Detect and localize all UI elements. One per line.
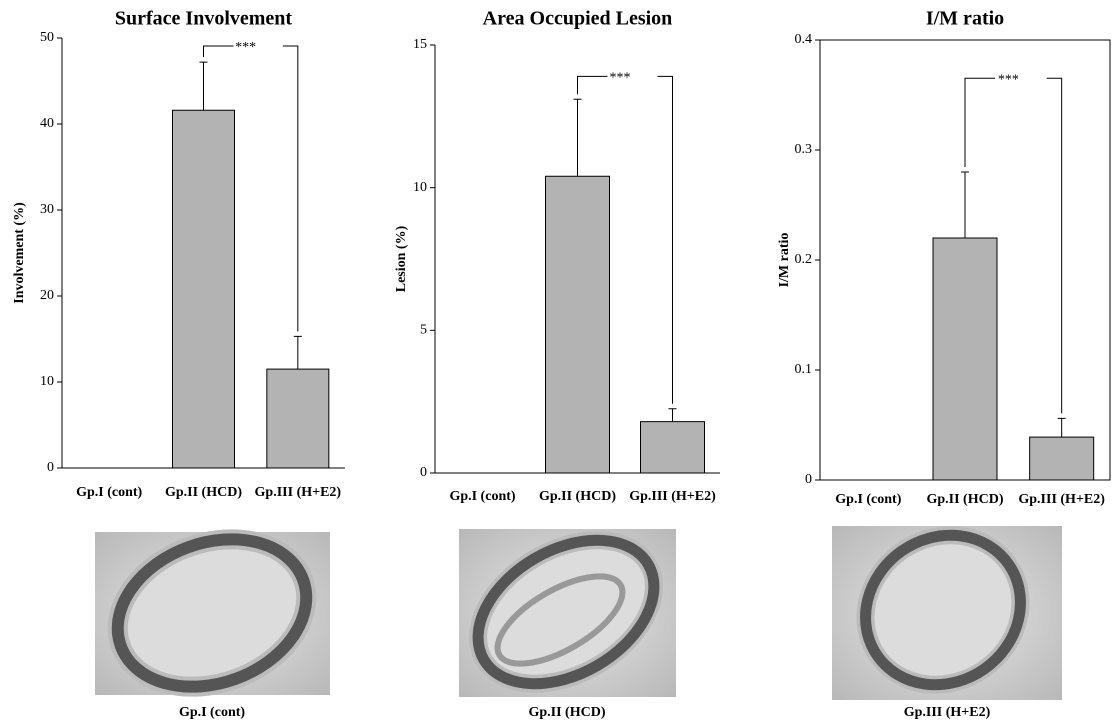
micrograph (832, 526, 1062, 700)
y-tick-label: 0.3 (795, 142, 813, 157)
significance-label: *** (610, 71, 631, 86)
plot-frame (819, 39, 1111, 481)
bar (545, 175, 610, 474)
micrograph-caption: Gp.II (HCD) (528, 705, 605, 720)
chart-title: I/M ratio (926, 8, 1004, 30)
y-axis-label: Lesion (%) (394, 225, 409, 292)
significance-bracket (964, 77, 1063, 414)
chart-title: Surface Involvement (115, 8, 293, 30)
micrograph (459, 529, 676, 697)
y-tick-label: 0 (805, 472, 812, 487)
y-tick-label: 0.4 (795, 32, 813, 47)
error-bar (1057, 417, 1066, 438)
y-tick-label: 0 (420, 465, 427, 480)
bar (1029, 436, 1095, 481)
bar (172, 109, 235, 469)
x-tick-label: Gp.I (cont) (449, 489, 515, 504)
micrograph (95, 529, 330, 697)
chart-title: Area Occupied Lesion (483, 8, 673, 30)
y-tick-label: 20 (40, 288, 54, 303)
y-tick-label: 10 (40, 374, 54, 389)
y-tick-label: 0.2 (795, 252, 813, 267)
x-tick-label: Gp.I (cont) (835, 492, 901, 507)
significance-label: *** (235, 40, 256, 55)
y-axis-label: I/M ratio (777, 233, 792, 288)
y-tick-label: 40 (40, 116, 54, 131)
y-tick-label: 15 (413, 37, 427, 52)
y-tick-label: 5 (420, 323, 427, 338)
y-tick-label: 30 (40, 202, 54, 217)
x-tick-label: Gp.II (HCD) (539, 489, 616, 504)
error-bar (961, 171, 969, 238)
y-tick-label: 50 (40, 30, 54, 45)
x-tick-label: Gp.III (H+E2) (255, 485, 342, 500)
error-bar (199, 61, 208, 111)
bar (266, 368, 330, 469)
significance-label: *** (998, 72, 1019, 87)
bar (932, 237, 998, 481)
x-tick-label: Gp.III (H+E2) (629, 489, 716, 504)
y-tick-label: 10 (413, 180, 427, 195)
significance-bracket (203, 45, 299, 332)
x-tick-label: Gp.III (H+E2) (1018, 492, 1105, 507)
y-tick-label: 0.1 (795, 362, 813, 377)
x-tick-label: Gp.II (HCD) (926, 492, 1003, 507)
y-axis-label: Involvement (%) (12, 202, 27, 304)
error-bar (293, 335, 302, 370)
micrograph-caption: Gp.I (cont) (179, 705, 245, 720)
error-bar (668, 408, 677, 422)
micrograph-caption: Gp.III (H+E2) (904, 705, 991, 720)
error-bar (573, 98, 582, 177)
bar (640, 421, 705, 474)
significance-bracket (577, 75, 673, 404)
y-tick-label: 0 (47, 460, 54, 475)
x-tick-label: Gp.I (cont) (76, 485, 142, 500)
x-tick-label: Gp.II (HCD) (165, 485, 242, 500)
